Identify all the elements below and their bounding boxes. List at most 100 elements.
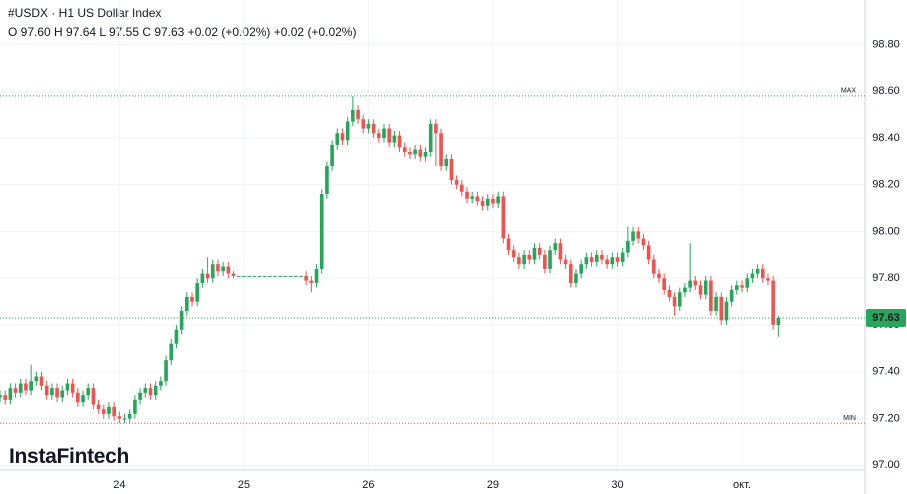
candle-body [221, 266, 225, 272]
candle-body [641, 238, 646, 246]
x-tick-label: окт. [733, 479, 751, 491]
candle-body [210, 264, 215, 279]
candle-body [501, 196, 506, 239]
x-tick-label: 26 [362, 479, 374, 491]
candle-body [247, 275, 251, 277]
candle-body [29, 381, 33, 391]
candle-body [366, 123, 371, 129]
candle-body [190, 296, 194, 302]
candle-body [760, 268, 765, 279]
candle-body [122, 418, 127, 420]
y-tick-label: 97.00 [872, 459, 900, 471]
candle-body [376, 133, 381, 138]
candle-body [101, 409, 106, 414]
candle-body [418, 149, 423, 157]
candle-body [579, 264, 583, 274]
candle-body [0, 395, 2, 398]
candle-body [626, 240, 630, 253]
candle-body [522, 254, 526, 265]
candle-body [470, 196, 475, 199]
candle-body [356, 109, 360, 120]
candle-body [50, 388, 54, 396]
candle-body [480, 201, 485, 206]
candle-body [698, 285, 703, 295]
candle-body [39, 376, 44, 386]
candle-body [719, 296, 724, 321]
candle-body [688, 280, 692, 288]
x-tick-label: 29 [487, 479, 499, 491]
candle-body [714, 296, 718, 311]
candle-body [345, 121, 350, 141]
candle-body [107, 406, 111, 414]
candle-body [3, 395, 8, 400]
candle-body [226, 266, 231, 274]
symbol-title: #USDX · H1 US Dollar Index [8, 6, 162, 20]
candle-body [766, 278, 770, 281]
candle-body [262, 275, 267, 277]
candle-body [485, 198, 490, 206]
candle-body [662, 278, 667, 290]
candle-body [13, 388, 18, 393]
y-tick-label: 98.20 [872, 179, 900, 191]
candle-body [776, 318, 781, 326]
candle-body [133, 399, 137, 414]
candle-body [657, 273, 661, 279]
candle-body [60, 390, 65, 398]
min-label: MIN [843, 415, 856, 422]
y-tick-label: 98.40 [872, 132, 900, 144]
candle-body [382, 128, 386, 138]
candle-body [667, 289, 672, 297]
candle-body [755, 268, 760, 274]
candle-body [293, 275, 298, 277]
candle-body [278, 275, 283, 277]
candle-body [548, 250, 552, 269]
candle-body [257, 275, 262, 277]
candle-body [672, 296, 677, 307]
candle-body [506, 238, 511, 251]
candle-body [413, 149, 417, 155]
candle-body [444, 159, 449, 167]
candle-body [553, 243, 558, 251]
candle-body [24, 383, 28, 391]
y-tick-label: 97.40 [872, 366, 900, 378]
candle-body [153, 385, 158, 396]
y-tick-label: 98.60 [872, 85, 900, 97]
candle-body [288, 275, 293, 277]
candle-body [402, 147, 407, 152]
candle-body [330, 144, 334, 167]
y-tick-label: 97.20 [872, 412, 900, 424]
x-tick-label: 24 [113, 479, 125, 491]
last-price-label: 97.63 [872, 312, 900, 324]
candle-body [91, 388, 96, 405]
candle-body [55, 388, 59, 398]
candle-body [563, 259, 568, 265]
candle-body [491, 198, 495, 204]
candle-body [423, 151, 428, 157]
candle-body [252, 275, 257, 277]
candle-body [475, 196, 480, 202]
candle-body [397, 135, 402, 148]
candle-body [96, 404, 101, 410]
candle-body [527, 254, 532, 260]
candle-body [216, 264, 220, 272]
candle-body [605, 259, 609, 265]
candle-body [18, 383, 23, 393]
candle-body [709, 280, 713, 311]
candle-body [517, 257, 521, 265]
candle-body [242, 275, 246, 277]
candle-body [268, 275, 272, 277]
candle-body [568, 264, 573, 283]
x-tick-label: 25 [238, 479, 250, 491]
candle-body [44, 385, 49, 396]
candle-body [195, 282, 199, 302]
candle-body [340, 133, 345, 141]
candle-body [594, 254, 599, 262]
candle-body [428, 123, 433, 152]
candle-body [200, 273, 205, 283]
candle-body [325, 166, 329, 195]
candle-body [439, 133, 443, 167]
candle-body [703, 280, 708, 295]
candle-body [174, 329, 179, 344]
candle-body [184, 296, 189, 311]
